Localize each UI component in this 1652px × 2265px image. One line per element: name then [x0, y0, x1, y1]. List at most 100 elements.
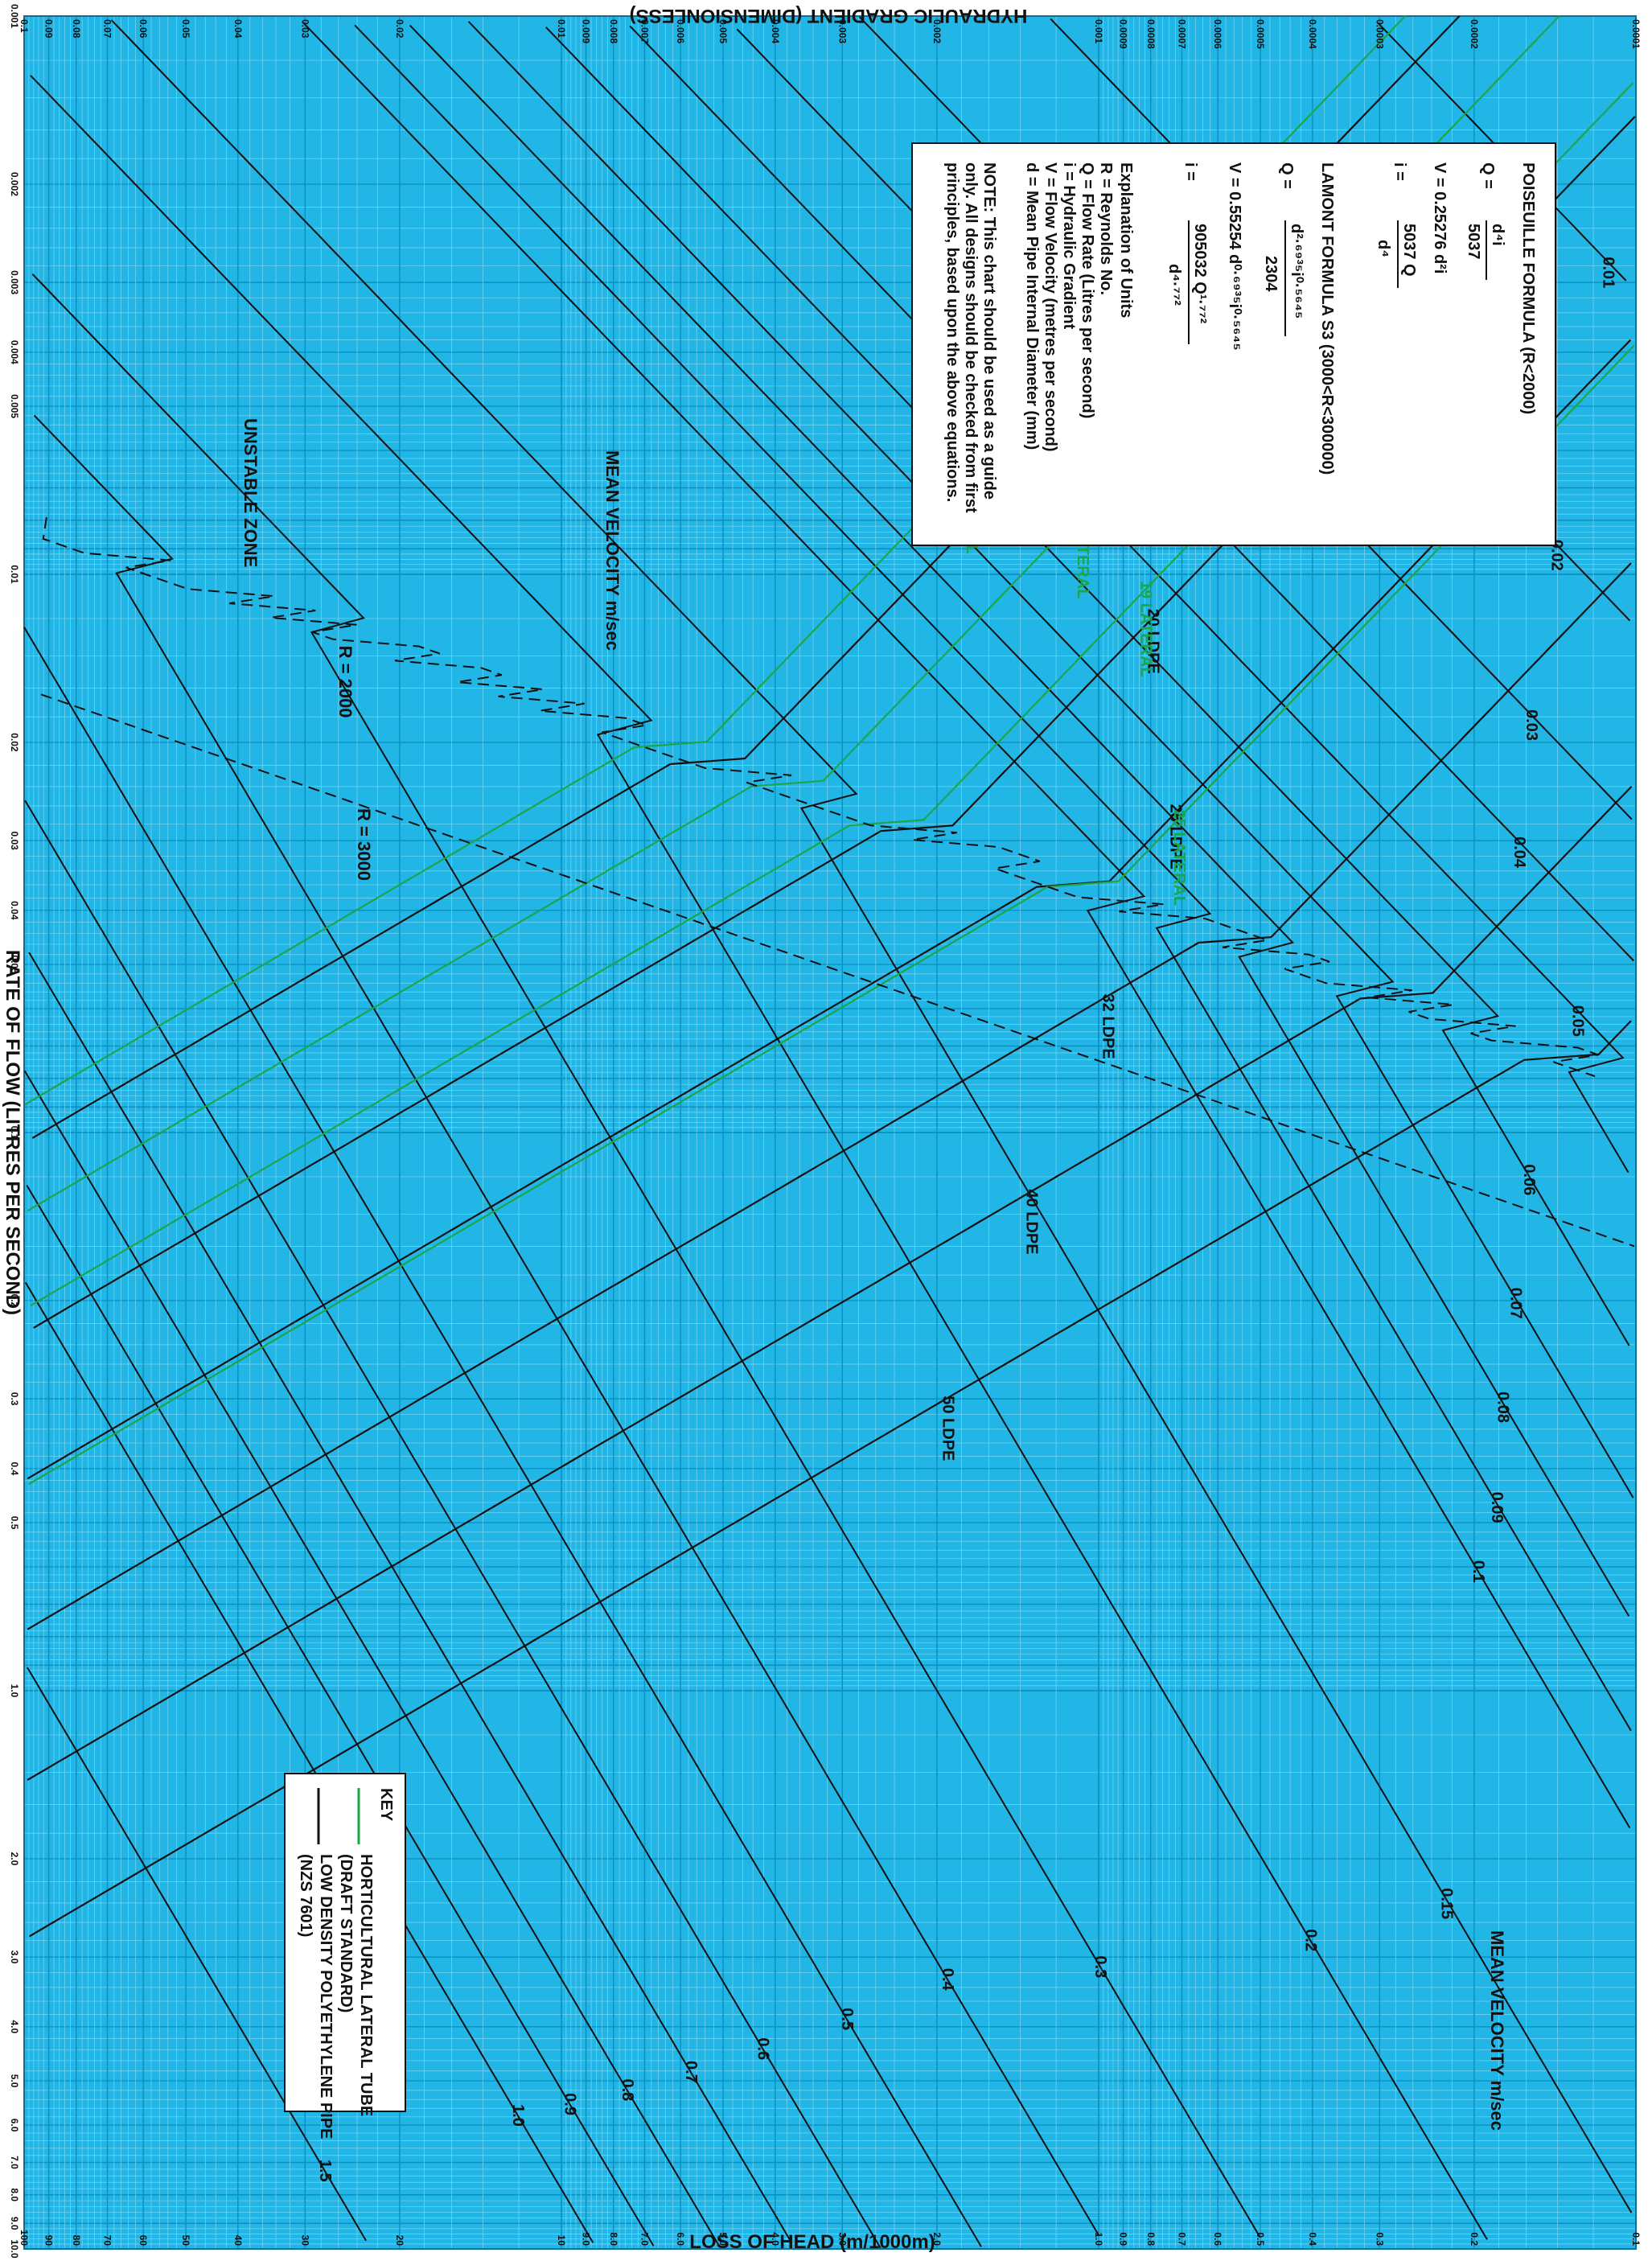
head-tick-label: 0.7	[1176, 2232, 1187, 2246]
head-tick-label: 0.6	[1212, 2232, 1223, 2246]
velocity-line-1.5	[27, 1667, 367, 2242]
gradient-tick-label: 0.006	[675, 19, 686, 43]
velocity-label-0.06: 0.06	[1520, 1164, 1538, 1195]
head-tick-label: 90	[43, 2235, 55, 2247]
flow-tick-label: 0.002	[9, 172, 20, 196]
annotation-mean-velocity-top: MEAN VELOCITY m/sec	[1487, 1930, 1507, 2131]
gradient-tick-label: 0.07	[101, 19, 113, 39]
head-tick-label: 0.2	[1469, 2232, 1480, 2246]
lamont-q-den: 2304	[1262, 256, 1280, 292]
pipe-label-32-ldpe: 32 LDPE	[1099, 994, 1117, 1059]
flow-tick-label: 3.0	[9, 1951, 20, 1964]
flow-tick-label: 0.4	[9, 1461, 20, 1475]
x-axis-title: LOSS OF HEAD (m/1000m)	[689, 2231, 935, 2253]
gradient-tick-label: 0.002	[931, 19, 943, 43]
velocity-label-0.4: 0.4	[939, 1968, 956, 1992]
flow-tick-label: 0.1	[9, 1126, 20, 1140]
axis-ticks: 0.001 0.002 0.003 0.004 0.005 0.01 0.02 0.03 0.0…	[9, 4, 1642, 2259]
head-tick-label: 0.5	[1255, 2232, 1266, 2246]
plot-grid	[23, 15, 1637, 2250]
gradient-tick-label: 0.08	[71, 19, 82, 39]
y-axis-title: RATE OF FLOW (LITRES PER SECOND)	[2, 950, 23, 1315]
flow-tick-label: 0.004	[9, 340, 20, 364]
unit-line-d: d = Mean Pipe Internal Diameter (mm)	[1023, 162, 1041, 450]
velocity-label-0.8: 0.8	[618, 2078, 636, 2101]
gradient-tick-label: 0.09	[43, 19, 55, 39]
flow-tick-label: 7.0	[9, 2156, 20, 2169]
gradient-tick-label: 0.03	[299, 19, 310, 39]
velocity-line-0.4	[33, 414, 1100, 2236]
flow-tick-label: 0.5	[9, 1516, 20, 1530]
head-tick-label: 50	[180, 2235, 191, 2247]
flow-tick-label: 5.0	[9, 2074, 20, 2088]
reynolds-line-2000	[42, 517, 1599, 1078]
pipe-line-40-ldpe	[27, 785, 1633, 1781]
head-tick-label: 4.0	[770, 2232, 781, 2246]
velocity-line-0.8	[23, 1070, 720, 2247]
velocity-label-0.09: 0.09	[1488, 1492, 1506, 1523]
gradient-tick-label: 0.0002	[1469, 19, 1480, 49]
legend-lateral-label: HORTICULTURAL LATERAL TUBE	[357, 1854, 375, 2116]
gradient-tick-label: 0.008	[608, 19, 619, 43]
note-line-2: only. All designs should be checked from…	[962, 162, 980, 513]
head-tick-label: 5.0	[717, 2232, 729, 2246]
flow-tick-label: 0.04	[9, 901, 20, 920]
flow-tick-label: 10.0	[9, 2239, 20, 2259]
flow-tick-label: 0.3	[9, 1392, 20, 1406]
head-tick-label: 30	[299, 2235, 310, 2247]
legend-key: KEY HORTICULTURAL LATERAL TUBE (DRAFT ST…	[284, 1773, 406, 2140]
head-tick-label: 6.0	[675, 2232, 686, 2246]
head-tick-label: 8.0	[608, 2232, 619, 2246]
pipe-label-25-ldpe: 25 LDPE	[1167, 804, 1185, 869]
pipe-label-40-ldpe: 40 LDPE	[1023, 1189, 1041, 1254]
legend-lateral-sub: (DRAFT STANDARD)	[337, 1854, 355, 2012]
formula-box	[911, 142, 1556, 546]
velocity-line-0.06	[545, 27, 1630, 1346]
poiseuille-i-den: d⁴	[1375, 240, 1392, 257]
flow-tick-label: 4.0	[9, 2020, 20, 2033]
velocity-label-0.02: 0.02	[1548, 540, 1566, 571]
unit-line-v: V = Flow Velocity (metres per second)	[1042, 162, 1059, 452]
velocity-label-0.7: 0.7	[682, 2061, 700, 2083]
poiseuille-i-num: 5037 Q	[1400, 224, 1418, 277]
gradient-tick-label: 0.009	[581, 19, 592, 43]
flow-tick-label: 1.0	[9, 1684, 20, 1698]
head-tick-label: 70	[101, 2235, 113, 2247]
velocity-line-1.0	[24, 1281, 594, 2243]
velocity-line-0.1	[302, 21, 1631, 1829]
velocity-label-0.05: 0.05	[1568, 1005, 1586, 1037]
flow-tick-label: 8.0	[9, 2188, 20, 2201]
head-tick-label: 100	[18, 2230, 30, 2246]
flow-tick-label: 9.0	[9, 2217, 20, 2230]
gradient-tick-label: 0.0003	[1374, 19, 1385, 49]
gradient-tick-label: 0.004	[770, 19, 781, 43]
note-line-1: NOTE: This chart should be used as a gui…	[980, 162, 998, 499]
annotation-unstable-zone: UNSTABLE ZONE	[240, 418, 261, 567]
flow-tick-label: 0.003	[9, 270, 20, 294]
gradient-tick-label: 0.001	[1093, 19, 1104, 43]
units-title: Explanation of Units	[1117, 162, 1135, 318]
lamont-title: LAMONT FORMULA S3 (3000<R<300000)	[1318, 162, 1336, 475]
head-tick-label: 60	[138, 2235, 149, 2247]
gradient-tick-label: 0.005	[717, 19, 729, 43]
x-axis-secondary-title: HYDRAULIC GRADIENT (DIMENSIONLESS)	[630, 5, 1028, 27]
velocity-line-0.9	[26, 1185, 655, 2247]
head-tick-label: 10	[556, 2235, 567, 2247]
gradient-tick-label: 0.0001	[1630, 19, 1642, 49]
head-tick-label: 3.0	[836, 2232, 848, 2246]
velocity-label-0.07: 0.07	[1507, 1288, 1525, 1319]
flow-tick-label: 0.05	[9, 955, 20, 974]
velocity-label-0.01: 0.01	[1599, 257, 1617, 288]
rotated-chart-frame: 0.010.020.030.040.050.060.070.080.090.10…	[2, 4, 1642, 2259]
velocity-label-0.08: 0.08	[1494, 1391, 1512, 1423]
velocity-line-0.3	[31, 273, 1261, 2238]
velocity-label-0.15: 0.15	[1437, 1888, 1455, 1919]
head-tick-label: 0.8	[1145, 2232, 1157, 2246]
head-tick-label: 0.1	[1630, 2232, 1642, 2246]
head-tick-label: 0.3	[1374, 2232, 1385, 2246]
lamont-q-lhs: Q =	[1278, 162, 1296, 189]
velocity-label-0.6: 0.6	[754, 2037, 772, 2060]
head-tick-label: 7.0	[639, 2232, 650, 2246]
poiseuille-i-lhs: i =	[1391, 162, 1408, 181]
